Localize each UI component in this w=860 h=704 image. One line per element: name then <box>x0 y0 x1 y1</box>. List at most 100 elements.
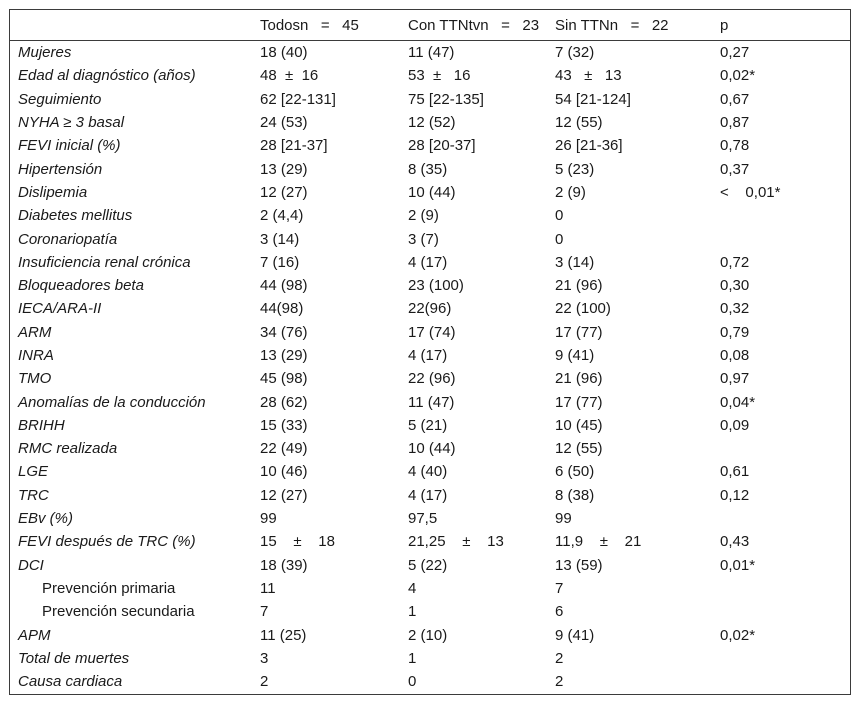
cell-sin-ttn: 6 <box>555 603 564 621</box>
cell-con-ttntv: 2 (9) <box>408 207 439 225</box>
table-row: FEVI después de TRC (%) 15 ± 18 21,25 ± … <box>10 530 850 553</box>
cell-p <box>720 670 850 693</box>
table-row: DCI 18 (39) 5 (22) 13 (59) 0,01* <box>10 554 850 577</box>
cell-p: 0,30 <box>720 277 750 295</box>
cell-sin-ttn: 54 [21-124] <box>555 90 631 108</box>
summary-table: Todosn = 45 Con TTNtvn = 23 Sin TTNn = 2… <box>10 10 850 693</box>
cell-p <box>720 577 850 600</box>
header-empty <box>10 10 260 41</box>
cell-sin-ttn: 21 (96) <box>555 370 603 388</box>
table-row: TRC 12 (27) 4 (17) 8 (38) 0,12 <box>10 484 850 507</box>
cell-con-ttntv: 3 (7) <box>408 230 439 248</box>
cell-sin-ttn: 2 <box>555 673 564 691</box>
row-label: Dislipemia <box>18 183 88 201</box>
cell-todos: 34 (76) <box>260 323 308 341</box>
header-con-ttntv: Con TTNtvn = 23 <box>408 10 555 41</box>
cell-sin-ttn: 9 (41) <box>555 347 595 364</box>
row-label: EBv (%) <box>18 510 74 528</box>
cell-con-ttntv: 1 <box>408 603 417 621</box>
cell-sin-ttn: 8 (38) <box>555 486 595 504</box>
row-label: Total de muertes <box>18 649 130 667</box>
cell-p <box>720 600 850 623</box>
cell-p: 0,09 <box>720 416 750 434</box>
cell-p: 0,97 <box>720 370 750 388</box>
cell-todos: 13 (29) <box>260 347 308 364</box>
cell-sin-ttn: 9 (41) <box>555 626 595 644</box>
cell-p: 0,87 <box>720 114 750 132</box>
table-row: RMC realizada 22 (49) 10 (44) 12 (55) <box>10 437 850 460</box>
cell-sin-ttn: 12 (55) <box>555 114 603 132</box>
cell-con-ttntv: 11 (47) <box>408 393 455 411</box>
cell-sin-ttn: 21 (96) <box>555 277 603 295</box>
cell-sin-ttn: 10 (45) <box>555 416 603 434</box>
cell-sin-ttn: 0 <box>555 230 564 248</box>
cell-p: 0,72 <box>720 253 750 271</box>
table-row: Dislipemia 12 (27) 10 (44) 2 (9) < 0,01* <box>10 181 850 204</box>
row-label: ARM <box>18 323 52 341</box>
cell-sin-ttn: 17 (77) <box>555 393 603 411</box>
table-row: Prevención primaria 11 4 7 <box>10 577 850 600</box>
cell-p: 0,01* <box>720 556 756 574</box>
cell-p: 0,02* <box>720 67 756 85</box>
row-label: DCI <box>18 556 44 574</box>
cell-con-ttntv: 53 ± 16 <box>408 67 471 85</box>
table-row: FEVI inicial (%) 28 [21-37] 28 [20-37] 2… <box>10 134 850 157</box>
table-row: Causa cardiaca 2 0 2 <box>10 670 850 693</box>
row-label: Coronariopatía <box>18 230 118 248</box>
cell-p <box>720 204 850 227</box>
cell-con-ttntv: 10 (44) <box>408 183 456 201</box>
table-row: Prevención secundaria 7 1 6 <box>10 600 850 623</box>
cell-sin-ttn: 2 (9) <box>555 183 586 201</box>
table-row: NYHA ≥ 3 basal 24 (53) 12 (52) 12 (55) 0… <box>10 111 850 134</box>
header-sin-ttn: Sin TTNn = 22 <box>555 10 720 41</box>
cell-todos: 18 (39) <box>260 556 308 574</box>
cell-todos: 7 <box>260 603 269 621</box>
cell-todos: 12 (27) <box>260 183 308 201</box>
cell-todos: 2 (4,4) <box>260 207 304 225</box>
cell-con-ttntv: 11 (47) <box>408 44 455 62</box>
row-label: Prevención primaria <box>42 579 176 597</box>
cell-sin-ttn: 43 ± 13 <box>555 67 622 85</box>
cell-todos: 24 (53) <box>260 114 308 132</box>
cell-p: 0,27 <box>720 44 750 62</box>
cell-p <box>720 227 850 250</box>
cell-todos: 12 (27) <box>260 486 308 504</box>
cell-con-ttntv: 23 (100) <box>408 277 464 295</box>
cell-p: 0,32 <box>720 300 750 318</box>
row-label: FEVI inicial (%) <box>18 137 121 155</box>
cell-sin-ttn: 12 (55) <box>555 440 603 458</box>
row-label: FEVI después de TRC (%) <box>18 533 196 551</box>
cell-todos: 3 (14) <box>260 230 300 248</box>
table-row: Mujeres 18 (40) 11 (47) 7 (32) 0,27 <box>10 41 850 65</box>
row-label: Seguimiento <box>18 90 102 108</box>
table-row: Edad al diagnóstico (años) 48 ± 16 53 ± … <box>10 64 850 87</box>
cell-sin-ttn: 2 <box>555 649 564 667</box>
cell-con-ttntv: 21,25 ± 13 <box>408 533 504 551</box>
cell-con-ttntv: 28 [20-37] <box>408 137 476 155</box>
cell-todos: 44 (98) <box>260 277 308 295</box>
cell-todos: 48 ± 16 <box>260 67 319 85</box>
table-row: ARM 34 (76) 17 (74) 17 (77) 0,79 <box>10 321 850 344</box>
cell-sin-ttn: 99 <box>555 510 572 528</box>
row-label: BRIHH <box>18 416 65 434</box>
cell-p: 0,79 <box>720 323 750 341</box>
cell-todos: 22 (49) <box>260 440 308 458</box>
cell-p: 0,67 <box>720 90 750 108</box>
row-label: Anomalías de la conducción <box>18 393 206 411</box>
cell-con-ttntv: 1 <box>408 649 417 667</box>
cell-todos: 10 (46) <box>260 463 308 481</box>
cell-con-ttntv: 17 (74) <box>408 323 456 341</box>
cell-todos: 45 (98) <box>260 370 308 388</box>
cell-con-ttntv: 5 (22) <box>408 556 448 574</box>
cell-con-ttntv: 12 (52) <box>408 114 456 132</box>
cell-todos: 15 ± 18 <box>260 533 335 551</box>
row-label: INRA <box>18 347 54 364</box>
row-label: NYHA ≥ 3 basal <box>18 114 125 132</box>
cell-p: 0,04* <box>720 393 756 411</box>
row-label: IECA/ARA-II <box>18 300 102 318</box>
table-row: IECA/ARA-II 44(98) 22(96) 22 (100) 0,32 <box>10 297 850 320</box>
header-p: p <box>720 10 850 41</box>
cell-p: < 0,01* <box>720 183 781 201</box>
cell-sin-ttn: 26 [21-36] <box>555 137 623 155</box>
cell-todos: 13 (29) <box>260 160 308 178</box>
